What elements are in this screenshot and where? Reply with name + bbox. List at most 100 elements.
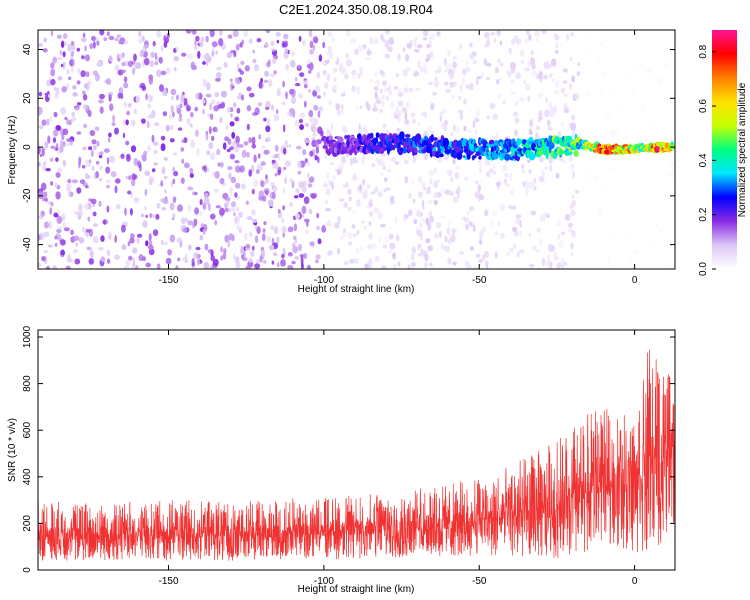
noise-blob [502, 164, 508, 172]
noise-blob [236, 225, 242, 231]
noise-blob [89, 43, 94, 50]
noise-blob [61, 40, 65, 48]
noise-blob [65, 265, 71, 269]
noise-blob [230, 201, 237, 208]
noise-blob [62, 128, 69, 136]
noise-blob [397, 53, 401, 61]
noise-blob [290, 88, 296, 98]
noise-blob [378, 236, 382, 243]
noise-blob [267, 199, 274, 207]
noise-blob [170, 181, 174, 187]
noise-blob [322, 70, 327, 74]
noise-blob [195, 246, 201, 251]
noise-blob [466, 210, 470, 216]
noise-blob [235, 135, 240, 144]
noise-blob [539, 175, 545, 183]
noise-blob [55, 191, 61, 200]
noise-blob [222, 251, 227, 260]
signal-blob [478, 155, 482, 160]
y-tick-label: 400 [22, 468, 33, 485]
colorbar-tick-label: 0.6 [698, 99, 709, 113]
noise-blob [76, 102, 82, 106]
noise-blob [604, 127, 608, 136]
noise-blob [195, 92, 201, 100]
noise-blob [480, 72, 484, 79]
noise-blob [397, 100, 404, 107]
noise-blob [415, 87, 420, 92]
noise-blob [251, 136, 256, 145]
noise-blob [600, 157, 604, 161]
noise-blob [542, 257, 546, 267]
noise-blob [56, 209, 60, 215]
noise-blob [548, 109, 555, 118]
noise-blob [499, 40, 503, 46]
noise-blob [569, 32, 575, 37]
noise-blob [202, 108, 205, 115]
noise-blob [202, 53, 209, 62]
noise-blob [141, 118, 146, 124]
noise-blob [172, 196, 177, 203]
colorbar-label: Normalized spectral amplitude [737, 82, 748, 217]
noise-blob [495, 132, 499, 140]
noise-blob [85, 232, 89, 238]
noise-blob [608, 166, 615, 171]
noise-blob [413, 70, 420, 77]
noise-blob [256, 226, 261, 235]
noise-blob [389, 242, 396, 250]
spectrogram-x-ticks: -150 -100 -50 0 [158, 30, 638, 286]
signal-blob [493, 140, 499, 146]
noise-blob [272, 186, 278, 192]
noise-blob [190, 139, 195, 148]
noise-blob [444, 189, 451, 195]
noise-blob [271, 159, 276, 164]
noise-blob [52, 56, 58, 64]
noise-blob [266, 235, 272, 243]
noise-blob [109, 155, 115, 163]
colorbar-gradient [712, 30, 737, 269]
noise-blob [125, 155, 131, 162]
noise-blob [180, 177, 185, 184]
noise-blob [508, 47, 512, 54]
noise-blob [90, 198, 97, 205]
noise-blob [375, 79, 380, 86]
noise-blob [339, 236, 344, 240]
noise-blob [388, 91, 393, 96]
signal-blob [456, 151, 463, 160]
noise-blob [465, 66, 471, 73]
noise-blob [99, 106, 104, 114]
x-tick-label: -150 [158, 275, 178, 286]
noise-blob [412, 118, 416, 124]
noise-blob [92, 211, 97, 217]
noise-blob [191, 30, 197, 35]
spectrogram-x-axis-label: Height of straight line (km) [298, 284, 415, 295]
noise-blob [38, 234, 41, 241]
noise-blob [530, 56, 536, 65]
noise-blob [515, 217, 521, 225]
noise-blob [55, 172, 61, 178]
noise-blob [463, 98, 467, 105]
noise-blob [484, 40, 491, 48]
noise-blob [587, 65, 591, 74]
noise-blob [380, 172, 384, 176]
noise-blob [246, 151, 250, 158]
noise-blob [608, 233, 612, 238]
noise-blob [332, 67, 338, 73]
noise-blob [63, 227, 70, 232]
noise-blob [340, 93, 346, 97]
noise-blob [594, 199, 598, 204]
noise-blob [433, 199, 438, 206]
x-tick-label: -50 [472, 275, 487, 286]
noise-blob [194, 45, 198, 51]
signal-blob [507, 145, 511, 152]
noise-blob [365, 101, 369, 108]
noise-blob [136, 237, 140, 244]
noise-blob [567, 223, 574, 227]
noise-blob [298, 193, 305, 198]
noise-blob [374, 71, 378, 77]
noise-blob [282, 42, 288, 48]
noise-blob [315, 259, 319, 264]
noise-blob [563, 108, 569, 114]
noise-blob [609, 263, 613, 269]
noise-blob [196, 147, 200, 157]
